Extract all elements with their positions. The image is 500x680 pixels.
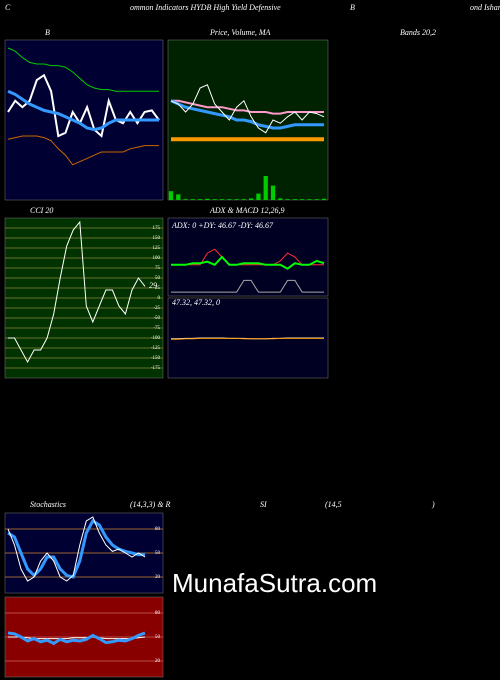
- series-line: [7, 518, 145, 579]
- series-line: [171, 255, 325, 270]
- y-tick-label: 125: [153, 246, 161, 251]
- series-line: [7, 89, 159, 132]
- volume-bar: [285, 199, 290, 200]
- volume-bar: [256, 193, 261, 200]
- series-line: [171, 248, 324, 266]
- series-line: [8, 220, 146, 364]
- annotation: 47.32, 47.32, 0: [172, 298, 220, 307]
- volume-bar: [183, 199, 188, 200]
- series-line: [8, 636, 146, 640]
- y-tick-label: 50: [155, 635, 161, 640]
- y-tick-label: 20: [155, 575, 161, 580]
- panel-title: Stochastics: [30, 500, 66, 509]
- y-tick-label: 80: [155, 611, 161, 616]
- y-tick-label: -100: [151, 336, 161, 341]
- header-text: ommon Indicators HYDB High Yield Defensi…: [130, 3, 281, 12]
- y-tick-label: 50: [155, 551, 161, 556]
- volume-bar: [198, 199, 203, 200]
- volume-bar: [292, 199, 297, 200]
- y-tick-label: -150: [151, 356, 161, 361]
- panel-note: ): [431, 500, 435, 509]
- panel-title: Price, Volume, MA: [209, 28, 271, 37]
- volume-bar: [205, 198, 210, 200]
- volume-bar: [234, 199, 239, 200]
- annotation: ADX: 0 +DY: 46.67 -DY: 46.67: [171, 221, 274, 230]
- series-line: [7, 47, 159, 92]
- y-tick-label: 0: [158, 296, 161, 301]
- y-tick-label: 175: [153, 226, 161, 231]
- y-tick-label: 50: [155, 276, 161, 281]
- panel-title: ADX & MACD 12,26,9: [209, 206, 284, 215]
- series-line: [170, 84, 325, 134]
- y-tick-label: 20: [155, 659, 161, 664]
- y-tick-label: 80: [155, 527, 161, 532]
- panel: [167, 217, 329, 297]
- panel-subtitle: (14,3,3) & R: [130, 500, 171, 509]
- volume-bar: [270, 185, 276, 200]
- volume-bar: [190, 199, 195, 200]
- panel-title: CCI 20: [30, 206, 53, 215]
- volume-bar: [227, 199, 232, 200]
- header-text: C: [5, 3, 11, 12]
- series-line: [170, 99, 324, 130]
- y-tick-label: 75: [155, 266, 161, 271]
- volume-bar: [314, 199, 319, 200]
- volume-bar: [219, 199, 225, 200]
- panel-title: SI: [260, 500, 267, 509]
- watermark: MunafaSutra.com: [172, 568, 377, 598]
- panel-subtitle: Bands 20,2: [400, 28, 436, 37]
- series-line: [171, 337, 324, 340]
- y-tick-label: -75: [153, 326, 160, 331]
- y-tick-label: 150: [153, 236, 161, 241]
- y-tick-label: -25: [153, 306, 160, 311]
- volume-bar: [168, 191, 174, 200]
- series-line: [171, 279, 324, 293]
- y-tick-label: -50: [153, 316, 160, 321]
- volume-bar: [300, 199, 305, 200]
- panel-title: B: [45, 28, 50, 37]
- value-label: 29: [149, 281, 157, 290]
- y-tick-label: 25: [155, 286, 161, 291]
- volume-bar: [249, 198, 254, 200]
- panel-subtitle: (14,5: [325, 500, 342, 509]
- header-text: ond Ishare: [470, 3, 500, 12]
- volume-bar: [176, 194, 181, 200]
- volume-bar: [307, 199, 312, 200]
- volume-bar: [263, 176, 268, 200]
- y-tick-label: -175: [151, 366, 161, 371]
- volume-bar: [278, 198, 283, 200]
- series-line: [7, 73, 160, 138]
- header-text: B: [350, 3, 355, 12]
- volume-bar: [212, 199, 217, 200]
- series-line: [7, 135, 159, 166]
- volume-bar: [321, 198, 327, 200]
- series-line: [171, 99, 324, 115]
- y-tick-label: 100: [153, 256, 161, 261]
- series-line: [7, 631, 146, 646]
- series-line: [7, 516, 146, 582]
- volume-bar: [241, 199, 246, 200]
- y-tick-label: -125: [151, 346, 161, 351]
